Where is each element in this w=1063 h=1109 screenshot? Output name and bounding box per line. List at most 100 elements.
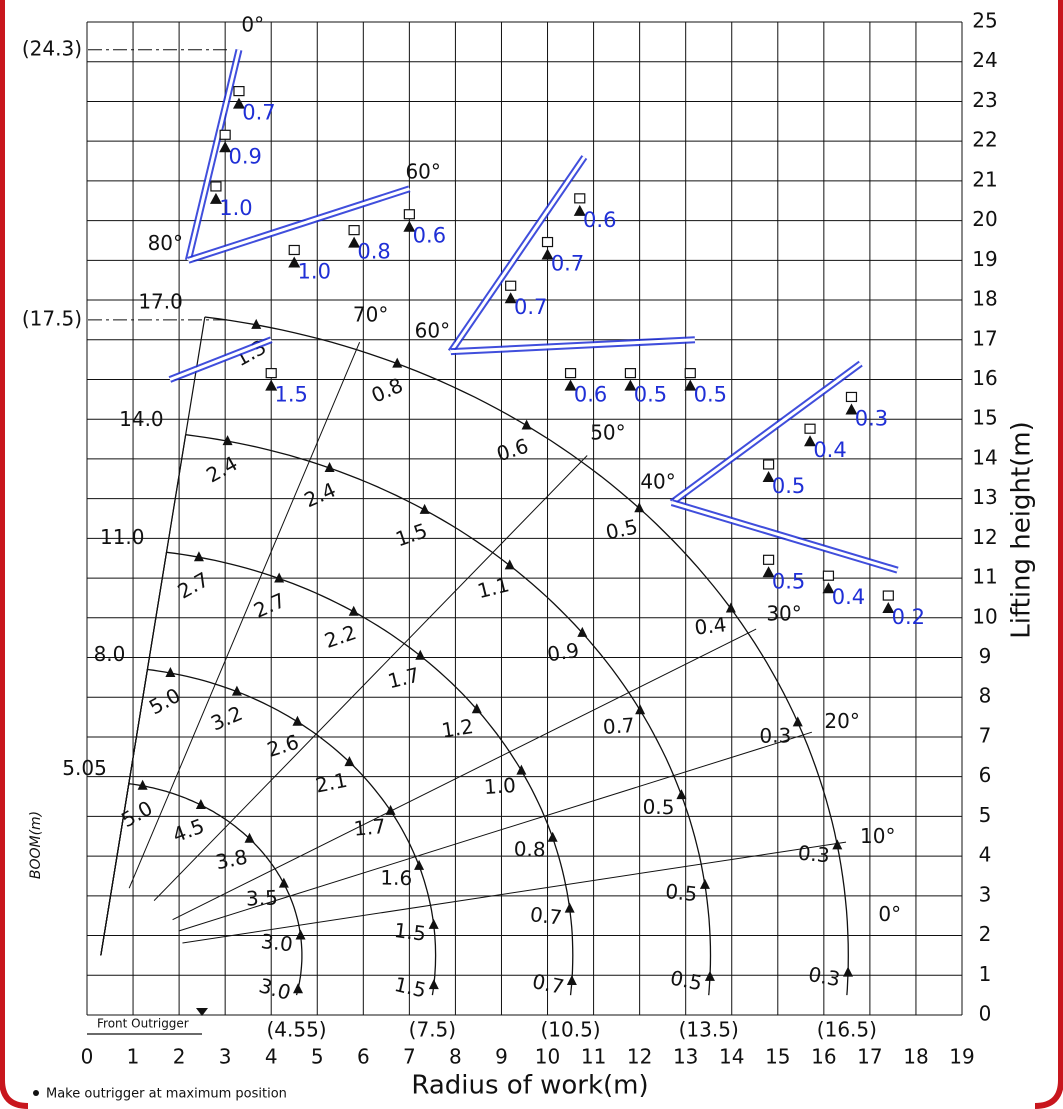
jib-load-label: 1.5 bbox=[275, 383, 308, 407]
y-tick-label: 12 bbox=[972, 525, 997, 549]
y-tick-label: 17 bbox=[972, 326, 997, 350]
jib-load-label: 0.4 bbox=[813, 438, 846, 462]
load-marker bbox=[415, 649, 426, 660]
load-marker bbox=[251, 318, 262, 329]
y-tick-label: 2 bbox=[979, 922, 992, 946]
jib-inner bbox=[449, 156, 586, 353]
hook bbox=[762, 554, 775, 565]
outrigger-marker bbox=[196, 1008, 208, 1016]
load-label: 3.0 bbox=[260, 929, 294, 957]
jib-load-marker bbox=[504, 292, 517, 304]
load-marker bbox=[195, 799, 206, 810]
hook bbox=[210, 181, 222, 192]
x-tick-label: 7 bbox=[403, 1045, 416, 1069]
jib-load-marker bbox=[684, 379, 697, 391]
bullet bbox=[33, 1090, 39, 1096]
reach-label: (4.55) bbox=[266, 1018, 326, 1042]
hook bbox=[574, 193, 586, 204]
load-label: 0.3 bbox=[797, 841, 831, 868]
y-tick-label: 24 bbox=[972, 48, 997, 72]
load-marker bbox=[577, 626, 588, 637]
load-marker bbox=[634, 502, 645, 513]
load-marker bbox=[295, 929, 306, 940]
jib-load-label: 0.2 bbox=[892, 605, 925, 629]
hook bbox=[624, 368, 637, 379]
load-marker bbox=[547, 831, 558, 842]
load-marker bbox=[278, 877, 289, 888]
jib-load-label: 0.6 bbox=[413, 224, 446, 248]
jib-load-label: 0.7 bbox=[514, 295, 547, 319]
reach-label: (7.5) bbox=[409, 1018, 456, 1042]
jib-load-label: 0.5 bbox=[772, 474, 805, 498]
load-label: 0.3 bbox=[806, 962, 842, 992]
load-label: 2.1 bbox=[313, 768, 349, 798]
angle-label: 30° bbox=[766, 602, 801, 626]
load-marker bbox=[635, 704, 646, 715]
load-marker bbox=[292, 715, 303, 726]
height-label: (17.5) bbox=[22, 306, 82, 330]
y-tick-label: 6 bbox=[979, 763, 992, 787]
jib-load-marker bbox=[265, 379, 278, 391]
hook bbox=[822, 570, 835, 581]
x-tick-label: 12 bbox=[627, 1045, 652, 1069]
boom-length-label: 14.0 bbox=[119, 407, 164, 431]
load-label: 3.5 bbox=[246, 885, 279, 910]
load-marker bbox=[471, 703, 482, 714]
frame-edge bbox=[0, 0, 29, 1109]
y-tick-label: 13 bbox=[972, 485, 997, 509]
angle-ray bbox=[182, 841, 847, 944]
load-marker bbox=[521, 419, 532, 430]
jib-load-marker bbox=[573, 204, 586, 216]
range-arc bbox=[204, 316, 849, 996]
load-marker bbox=[699, 878, 710, 889]
y-tick-label: 18 bbox=[972, 287, 997, 311]
jib-load-marker bbox=[541, 248, 554, 260]
load-label: 0.7 bbox=[529, 902, 563, 930]
y-tick-label: 19 bbox=[972, 247, 997, 271]
load-marker bbox=[832, 839, 843, 850]
x-tick-label: 10 bbox=[535, 1045, 560, 1069]
jib-angle-label: 60° bbox=[405, 159, 440, 183]
jib-load-marker bbox=[762, 470, 775, 482]
load-label: 0.5 bbox=[642, 795, 674, 820]
load-marker bbox=[165, 667, 176, 678]
jib-load-label: 0.6 bbox=[583, 208, 616, 232]
jib-inner bbox=[186, 49, 241, 261]
x-tick-label: 11 bbox=[581, 1045, 606, 1069]
frame-edge bbox=[1034, 0, 1063, 1109]
jib-load-marker bbox=[564, 379, 577, 391]
load-label: 0.7 bbox=[602, 713, 635, 739]
reach-label: (10.5) bbox=[540, 1018, 600, 1042]
jib-angle-label: 40° bbox=[640, 469, 675, 493]
load-marker bbox=[231, 685, 242, 696]
x-tick-label: 13 bbox=[673, 1045, 698, 1069]
load-marker bbox=[676, 789, 687, 800]
x-tick-label: 8 bbox=[449, 1045, 462, 1069]
y-tick-label: 15 bbox=[972, 406, 997, 430]
y-tick-label: 4 bbox=[979, 843, 992, 867]
hook bbox=[882, 590, 894, 601]
jib-load-label: 0.5 bbox=[772, 569, 805, 593]
load-marker bbox=[504, 559, 515, 570]
load-marker bbox=[222, 435, 233, 446]
load-marker bbox=[428, 918, 439, 929]
range-arc bbox=[128, 783, 303, 996]
jib-load-label: 1.0 bbox=[298, 259, 331, 283]
grid bbox=[86, 21, 963, 1016]
x-axis-title: Radius of work(m) bbox=[411, 1071, 648, 1101]
angle-label: 10° bbox=[860, 824, 895, 848]
x-tick-label: 2 bbox=[173, 1045, 186, 1069]
y-tick-label: 22 bbox=[972, 128, 997, 152]
angle-ray bbox=[172, 628, 757, 921]
hook bbox=[265, 368, 277, 379]
boom-length-label: 17.0 bbox=[138, 290, 183, 314]
jib-load-marker bbox=[219, 141, 232, 153]
y-tick-label: 11 bbox=[972, 565, 997, 589]
y-tick-label: 10 bbox=[972, 604, 997, 628]
angle-ray bbox=[128, 341, 361, 889]
y-tick-label: 16 bbox=[972, 366, 997, 390]
jib-load-marker bbox=[804, 435, 817, 447]
y-tick-label: 25 bbox=[972, 9, 997, 33]
range-arc bbox=[185, 434, 712, 996]
